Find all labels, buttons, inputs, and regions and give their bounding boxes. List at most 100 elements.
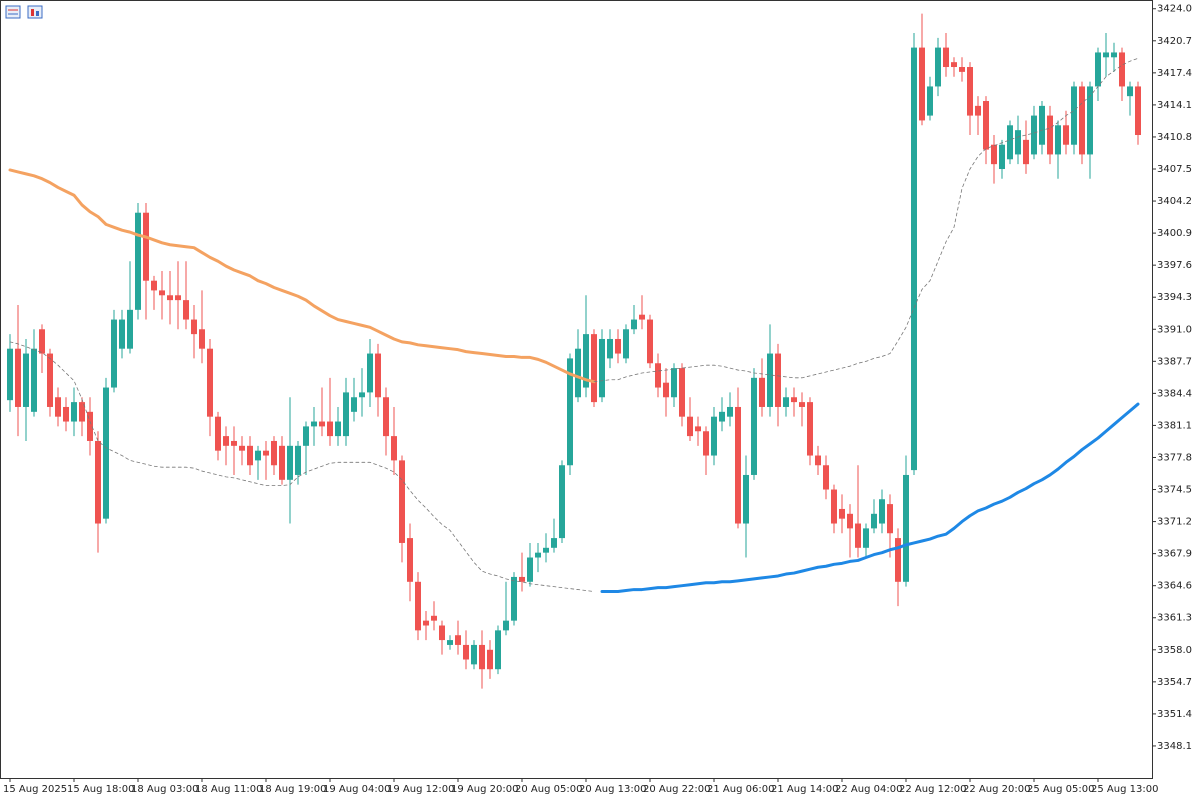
candle-body xyxy=(743,474,749,524)
candle-body xyxy=(767,353,773,407)
y-tick-label: 3407.5 xyxy=(1157,164,1192,175)
x-tick-label: 21 Aug 06:00 xyxy=(707,784,774,795)
candle-body xyxy=(215,416,221,451)
candle-body xyxy=(87,411,93,441)
candle-body xyxy=(367,353,373,393)
x-tick-label: 15 Aug 2025 xyxy=(3,784,67,795)
candle-body xyxy=(47,353,53,407)
candle-body xyxy=(831,489,837,524)
candle-body xyxy=(1127,86,1133,97)
candle-body xyxy=(727,406,733,417)
ma-line xyxy=(8,168,596,384)
candle-body xyxy=(823,465,829,490)
candle-body xyxy=(1119,52,1125,87)
x-tick-label: 18 Aug 11:00 xyxy=(195,784,262,795)
candle-body xyxy=(983,101,989,150)
candle-body xyxy=(551,538,557,548)
candle-body xyxy=(351,397,357,412)
candle-body xyxy=(479,644,485,670)
candle-body xyxy=(111,319,117,388)
candle-body xyxy=(1063,125,1069,145)
icon-bar xyxy=(36,11,39,16)
plot-frame xyxy=(0,0,1153,779)
candle-body xyxy=(607,338,613,359)
candle-body xyxy=(775,353,781,407)
candle-body xyxy=(335,421,341,437)
candle-body xyxy=(639,314,645,320)
plot xyxy=(7,13,1141,689)
candle-body xyxy=(471,644,477,665)
candle-body xyxy=(631,319,637,330)
candle-body xyxy=(1071,86,1077,145)
candle-body xyxy=(511,576,517,621)
candle-body xyxy=(319,421,325,427)
candle-body xyxy=(687,416,693,437)
candle-body xyxy=(975,105,981,116)
candle-body xyxy=(591,334,597,403)
candle-body xyxy=(1055,125,1061,155)
candle-body xyxy=(959,67,965,72)
y-tick-label: 3364.6 xyxy=(1157,581,1192,592)
candle-body xyxy=(407,538,413,582)
candle-body xyxy=(943,47,949,68)
candle-body xyxy=(919,47,925,121)
icon-chart[interactable] xyxy=(27,5,43,19)
candle-body xyxy=(679,368,685,417)
candle-body xyxy=(871,513,877,529)
candle-body xyxy=(7,348,13,401)
candle-body xyxy=(655,363,661,388)
y-tick-label: 3367.9 xyxy=(1157,549,1192,560)
candle-body xyxy=(519,576,525,582)
candle-body xyxy=(271,440,277,466)
candle-body xyxy=(951,62,957,68)
candle-body xyxy=(303,426,309,446)
candle-body xyxy=(415,581,421,631)
candle-body xyxy=(1039,105,1045,145)
y-tick-label: 3361.3 xyxy=(1157,613,1192,624)
candle-body xyxy=(1095,52,1101,87)
candle-body xyxy=(375,353,381,398)
x-tick-label: 18 Aug 03:00 xyxy=(131,784,198,795)
candle-body xyxy=(327,421,333,437)
candle-body xyxy=(807,402,813,456)
x-tick-label: 18 Aug 19:00 xyxy=(259,784,326,795)
candle-body xyxy=(23,353,29,407)
candle-body xyxy=(615,338,621,354)
toolbar-icons[interactable] xyxy=(5,5,43,19)
candle-body xyxy=(759,377,765,407)
candle-body xyxy=(799,402,805,407)
candle-body xyxy=(231,440,237,446)
candle-body xyxy=(247,445,253,466)
candle-body xyxy=(207,348,213,417)
candle-body xyxy=(1111,52,1117,58)
x-tick-label: 21 Aug 14:00 xyxy=(771,784,838,795)
x-tick-label: 22 Aug 04:00 xyxy=(835,784,902,795)
candle-body xyxy=(423,620,429,626)
candle-body xyxy=(167,295,173,301)
candle-body xyxy=(463,644,469,660)
candle-body xyxy=(343,392,349,437)
y-tick-label: 3381.1 xyxy=(1157,420,1192,431)
candle-body xyxy=(359,392,365,398)
candle-body xyxy=(1087,86,1093,155)
y-tick-label: 3424.0 xyxy=(1157,4,1192,15)
x-tick-label: 15 Aug 18:00 xyxy=(67,784,134,795)
candle-body xyxy=(455,635,461,645)
ma-line xyxy=(593,57,1139,383)
candle-body xyxy=(159,290,165,296)
x-tick-label: 25 Aug 13:00 xyxy=(1091,784,1158,795)
y-tick-label: 3348.1 xyxy=(1157,741,1192,752)
candle-body xyxy=(863,528,869,548)
candle-body xyxy=(703,431,709,456)
candle-body xyxy=(671,368,677,398)
candle-body xyxy=(1103,52,1109,58)
candle-body xyxy=(903,474,909,582)
y-tick-label: 3354.7 xyxy=(1157,677,1192,688)
candle-body xyxy=(1079,86,1085,155)
candle-body xyxy=(839,508,845,519)
candle-body xyxy=(535,552,541,558)
candle-body xyxy=(431,615,437,621)
y-tick-label: 3374.5 xyxy=(1157,485,1192,496)
icon-list[interactable] xyxy=(5,5,21,19)
